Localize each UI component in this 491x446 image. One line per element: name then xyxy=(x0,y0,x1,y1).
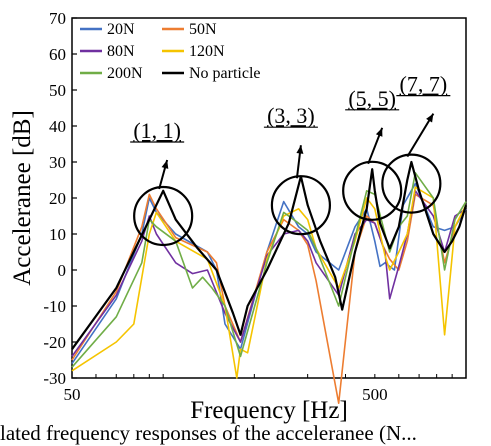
x-axis-title: Frequency [Hz] xyxy=(190,397,348,424)
legend-label: 50N xyxy=(189,21,217,38)
mode-label: (7, 7) xyxy=(400,72,448,97)
legend-label: No particle xyxy=(189,65,261,82)
annotation-circle xyxy=(270,175,332,236)
series-line-no-particle xyxy=(71,160,468,350)
annotation-circle xyxy=(381,153,442,214)
caption-fragment: lated frequency responses of the acceler… xyxy=(0,421,417,445)
mode-label: (5, 5) xyxy=(348,86,396,111)
y-tick-label: -20 xyxy=(43,333,66,352)
y-tick-label: 60 xyxy=(49,45,66,64)
annotation-arrow xyxy=(406,113,435,158)
series-group xyxy=(71,160,468,405)
y-axis-title: Acceleranee [dB] xyxy=(9,110,36,286)
y-tick-label: 0 xyxy=(58,261,67,280)
axis-frame xyxy=(71,17,467,379)
y-tick-label: 10 xyxy=(49,225,66,244)
legend-label: 20N xyxy=(107,21,135,38)
annotation-circle xyxy=(133,185,194,247)
legend: 20N 50N 80N 120N 200N No particle xyxy=(80,21,261,82)
series-line-50n xyxy=(71,193,467,405)
annotation-group: (1, 1) (3, 3) (5, 5)(7, 7) xyxy=(130,72,451,247)
annotation-arrowhead xyxy=(426,113,434,123)
legend-label: 200N xyxy=(107,65,143,82)
annotation-arrowhead xyxy=(375,127,383,137)
series-line-120n xyxy=(71,186,467,379)
series-line-200n xyxy=(71,172,467,368)
y-tick-label: 70 xyxy=(49,9,66,28)
y-tick-label: 40 xyxy=(49,117,66,136)
y-tick-label: -10 xyxy=(43,297,66,316)
legend-label: 80N xyxy=(107,43,135,60)
legend-label: 120N xyxy=(189,43,225,60)
mode-label: (1, 1) xyxy=(133,118,181,143)
axis-labels: -30 -20 -10 0 10 20 30 40 50 60 70 50 500 Frequency [… xyxy=(9,9,388,424)
y-tick-label: -30 xyxy=(43,369,66,388)
y-tick-label: 50 xyxy=(49,81,66,100)
x-tick-label: 50 xyxy=(64,385,81,404)
annotation-circle xyxy=(342,160,403,221)
annotation-arrowhead xyxy=(161,160,169,169)
y-tick-label: 30 xyxy=(49,153,66,172)
y-tick-label: 20 xyxy=(49,189,66,208)
x-tick-label: 500 xyxy=(362,385,388,404)
series-line-20n xyxy=(71,182,467,365)
mode-label: (3, 3) xyxy=(267,103,315,128)
annotation-arrowhead xyxy=(296,145,304,154)
